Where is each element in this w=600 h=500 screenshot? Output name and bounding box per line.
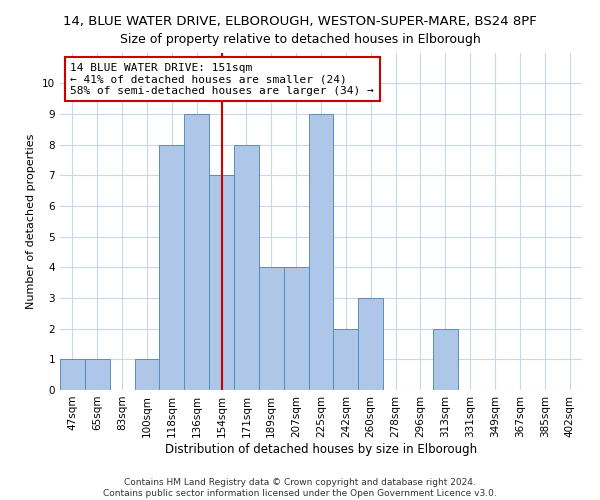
Bar xyxy=(284,268,308,390)
Bar xyxy=(134,360,160,390)
Text: Contains HM Land Registry data © Crown copyright and database right 2024.
Contai: Contains HM Land Registry data © Crown c… xyxy=(103,478,497,498)
Bar xyxy=(358,298,383,390)
Bar xyxy=(209,175,234,390)
Text: 14 BLUE WATER DRIVE: 151sqm
← 41% of detached houses are smaller (24)
58% of sem: 14 BLUE WATER DRIVE: 151sqm ← 41% of det… xyxy=(70,62,374,96)
Bar xyxy=(334,328,358,390)
X-axis label: Distribution of detached houses by size in Elborough: Distribution of detached houses by size … xyxy=(165,442,477,456)
Y-axis label: Number of detached properties: Number of detached properties xyxy=(26,134,37,309)
Bar xyxy=(60,360,85,390)
Bar xyxy=(85,360,110,390)
Bar xyxy=(184,114,209,390)
Bar xyxy=(160,144,184,390)
Text: 14, BLUE WATER DRIVE, ELBOROUGH, WESTON-SUPER-MARE, BS24 8PF: 14, BLUE WATER DRIVE, ELBOROUGH, WESTON-… xyxy=(63,15,537,28)
Bar xyxy=(234,144,259,390)
Text: Size of property relative to detached houses in Elborough: Size of property relative to detached ho… xyxy=(119,32,481,46)
Bar xyxy=(259,268,284,390)
Bar xyxy=(308,114,334,390)
Bar xyxy=(433,328,458,390)
